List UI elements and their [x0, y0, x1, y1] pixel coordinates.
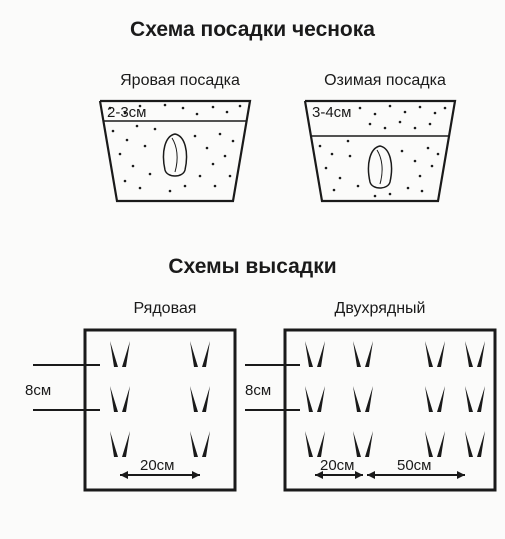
pot-left: 2-3см	[85, 96, 265, 211]
plant-icon	[425, 386, 445, 412]
diagram-page: Схема посадки чеснока Яровая посадка Ози…	[0, 0, 505, 539]
pot-right-depth: 3-4см	[312, 104, 352, 121]
plant-icon	[353, 386, 373, 412]
plant-icon	[465, 341, 485, 367]
plant-icon	[110, 341, 130, 367]
layout-right-label: Двухрядный	[275, 300, 485, 318]
main-title: Схема посадки чеснока	[0, 18, 505, 42]
layout-right: 8см 20см 50см	[245, 325, 500, 505]
plant-icon	[305, 431, 325, 457]
layout-left: 8см 20см	[25, 325, 240, 505]
plant-icon	[190, 431, 210, 457]
plant-icon	[110, 386, 130, 412]
plant-icon	[425, 341, 445, 367]
layout-left-rowgap: 8см	[25, 382, 51, 399]
layout-right-colgap1: 20см	[320, 457, 355, 474]
plant-icon	[305, 386, 325, 412]
plant-icon	[353, 431, 373, 457]
plant-icon	[465, 431, 485, 457]
layout-right-colgap2: 50см	[397, 457, 432, 474]
plant-icon	[425, 431, 445, 457]
pot-right: 3-4см	[290, 96, 470, 211]
pot-right-label: Озимая посадка	[290, 72, 480, 90]
plant-icon	[110, 431, 130, 457]
plant-icon	[353, 341, 373, 367]
pot-left-label: Яровая посадка	[90, 72, 270, 90]
plant-icon	[190, 386, 210, 412]
section2-title: Схемы высадки	[0, 255, 505, 279]
layout-left-colgap: 20см	[140, 457, 175, 474]
layout-right-rowgap: 8см	[245, 382, 271, 399]
layout-left-label: Рядовая	[95, 300, 235, 318]
plant-icon	[465, 386, 485, 412]
plant-icon	[190, 341, 210, 367]
plant-icon	[305, 341, 325, 367]
